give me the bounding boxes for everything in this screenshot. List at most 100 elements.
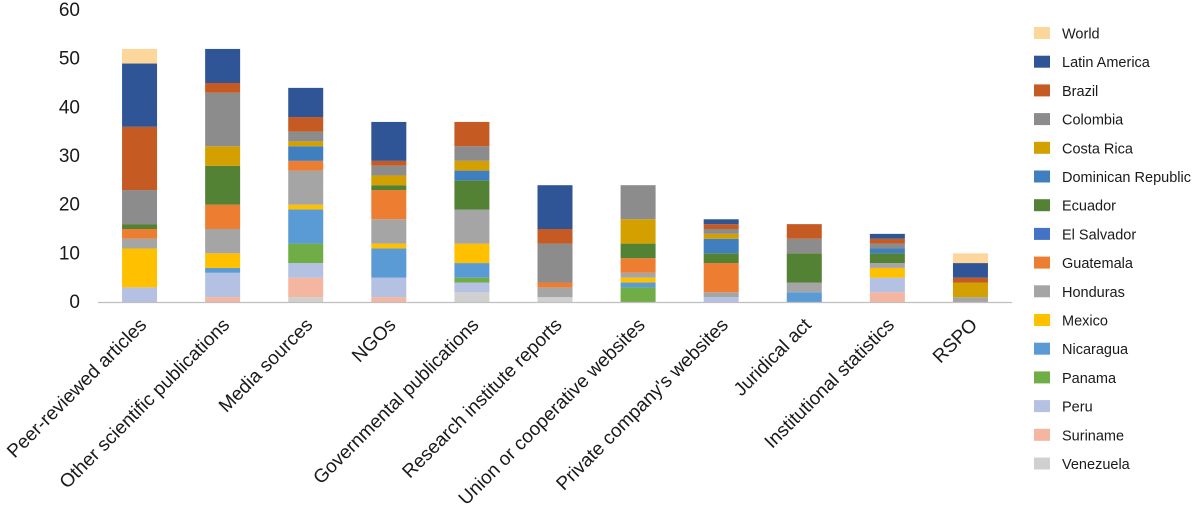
bar-stack-union-or-cooperative-websites	[620, 185, 656, 302]
legend-swatch	[1034, 400, 1050, 413]
legend-label: Ecuador	[1062, 199, 1116, 215]
legend-item-panama: Panama	[1034, 371, 1117, 387]
legend-item-world: World	[1034, 27, 1100, 43]
bar-segment-venezuela	[537, 297, 573, 302]
legend-label: Nicaragua	[1062, 342, 1129, 358]
bar-segment-mexico	[205, 253, 241, 268]
legend-swatch	[1034, 256, 1050, 269]
bar-segment-peru	[454, 282, 490, 293]
bar-segment-honduras	[869, 263, 905, 268]
bar-segment-costa-rica	[952, 282, 988, 298]
x-category-label: Other scientific publications	[56, 315, 234, 493]
bar-segment-ecuador	[205, 165, 241, 205]
bar-segment-suriname	[371, 297, 407, 302]
bar-segment-nicaragua	[620, 282, 656, 288]
bar-segment-peru	[205, 272, 241, 298]
bar-segment-panama	[288, 243, 324, 264]
bar-segment-honduras	[371, 219, 407, 244]
y-tick-label: 50	[59, 49, 80, 70]
bar-segment-costa-rica	[205, 146, 241, 166]
legend-label: Guatemala	[1062, 256, 1134, 272]
bar-segment-nicaragua	[454, 263, 490, 278]
bar-segment-ecuador	[454, 180, 490, 210]
bar-stack-governmental-publications	[454, 121, 490, 302]
bar-segment-dominican-republic	[454, 170, 490, 181]
bar-segment-guatemala	[205, 204, 241, 229]
y-tick-label: 60	[59, 0, 80, 21]
bar-segment-peru	[869, 277, 905, 293]
legend-item-nicaragua: Nicaragua	[1034, 342, 1129, 358]
legend-swatch	[1034, 27, 1050, 39]
x-category-label: Private company's websites	[553, 315, 733, 495]
legend-swatch	[1034, 199, 1050, 212]
bar-segment-honduras	[288, 170, 324, 205]
bar-segment-venezuela	[454, 292, 490, 302]
legend-label: Colombia	[1062, 113, 1124, 129]
bar-segment-guatemala	[703, 263, 739, 293]
bar-segment-latin-america	[952, 263, 988, 278]
bar-segment-peru	[288, 263, 324, 278]
legend-label: Brazil	[1062, 84, 1098, 100]
bar-segment-brazil	[205, 83, 241, 93]
bar-segment-ecuador	[869, 253, 905, 264]
bar-segment-latin-america	[537, 185, 573, 229]
bar-segment-suriname	[288, 277, 324, 298]
bar-stack-media-sources	[288, 87, 324, 302]
bar-segment-dominican-republic	[869, 248, 905, 254]
bar-segment-brazil	[869, 238, 905, 244]
bar-segment-peru	[371, 277, 407, 298]
bar-segment-colombia	[122, 190, 158, 225]
y-tick-label: 40	[59, 97, 80, 118]
bar-segment-honduras	[786, 282, 822, 293]
bar-segment-costa-rica	[288, 141, 324, 147]
bar-segment-brazil	[288, 117, 324, 132]
legend-swatch	[1034, 113, 1050, 126]
bar-segment-suriname	[869, 292, 905, 302]
legend-swatch	[1034, 84, 1050, 97]
legend-item-costa-rica: Costa Rica	[1034, 141, 1134, 157]
x-category-label: RSPO	[929, 315, 982, 368]
bar-segment-honduras	[952, 297, 988, 302]
bar-segment-costa-rica	[620, 219, 656, 244]
bar-stack-other-scientific-publications	[205, 48, 241, 302]
bar-segment-mexico	[454, 243, 490, 264]
legend-label: Venezuela	[1062, 457, 1131, 473]
legend-label: World	[1062, 27, 1100, 43]
bar-segment-ecuador	[620, 243, 656, 259]
bar-segment-panama	[454, 277, 490, 283]
bar-segment-costa-rica	[703, 233, 739, 239]
bar-stack-private-company-s-websites	[703, 219, 739, 302]
y-tick-label: 0	[69, 292, 80, 313]
legend-label: El Salvador	[1062, 227, 1136, 243]
bar-segment-brazil	[537, 229, 573, 244]
y-axis: 0 10 20 30 40 50 60	[59, 0, 80, 313]
legend-swatch	[1034, 371, 1050, 384]
legend-item-latin-america: Latin America	[1034, 55, 1151, 71]
bar-segment-brazil	[952, 277, 988, 283]
legend-label: Dominican Republic	[1062, 170, 1191, 186]
bar-segment-guatemala	[122, 229, 158, 239]
legend-swatch	[1034, 342, 1050, 355]
legend-item-dominican-republic: Dominican Republic	[1034, 170, 1191, 186]
bar-segment-nicaragua	[786, 292, 822, 302]
bar-stack-peer-reviewed-articles	[122, 48, 158, 302]
x-category-label: Juridical act	[730, 314, 816, 400]
bar-segment-mexico	[122, 248, 158, 288]
bar-segment-honduras	[122, 238, 158, 249]
legend-label: Costa Rica	[1062, 141, 1134, 157]
bar-segment-world	[952, 253, 988, 264]
legend-item-honduras: Honduras	[1034, 285, 1125, 301]
bar-segment-world	[122, 48, 158, 64]
y-tick-label: 20	[59, 195, 80, 216]
bar-segment-colombia	[620, 185, 656, 220]
bar-segment-honduras	[620, 272, 656, 278]
bar-segment-brazil	[703, 224, 739, 229]
legend-item-ecuador: Ecuador	[1034, 199, 1116, 215]
bar-segment-peru	[122, 287, 158, 302]
y-tick-label: 10	[59, 243, 80, 264]
legend-item-brazil: Brazil	[1034, 84, 1098, 100]
bar-segment-honduras	[703, 292, 739, 298]
bar-segment-ecuador	[703, 253, 739, 264]
bar-segment-nicaragua	[205, 267, 241, 273]
